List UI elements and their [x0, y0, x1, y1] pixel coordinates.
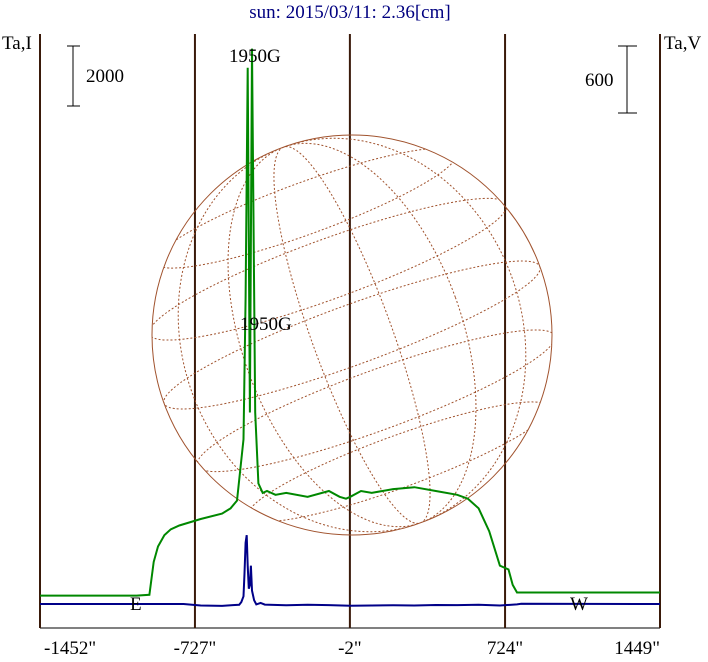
x-tick-label: -1452"	[44, 638, 96, 659]
x-tick-label: -2"	[338, 638, 362, 659]
series-layer	[40, 48, 661, 607]
scale-bar-left: 2000	[67, 45, 124, 107]
series-line-i	[40, 48, 660, 597]
annotation-1950g-mid: 1950G	[240, 314, 292, 335]
limb-label-west: W	[570, 594, 588, 615]
vertical-grid-lines	[39, 34, 661, 628]
series-line-v	[40, 534, 661, 607]
x-tick-label: 1449"	[614, 638, 660, 659]
limb-label-east: E	[130, 594, 142, 615]
annotation-1950g-top: 1950G	[229, 46, 281, 67]
x-tick-labels: -1452" -727" -2" 724" 1449"	[44, 638, 660, 659]
disk-parallel	[163, 260, 541, 410]
disk-parallel	[247, 401, 550, 523]
scale-bar-right: 600	[585, 45, 637, 114]
x-tick-label: 724"	[487, 638, 523, 659]
disk-meridian	[177, 137, 527, 533]
x-tick-label: -727"	[174, 638, 217, 659]
scale-bar-right-label: 600	[585, 70, 614, 91]
disk-meridian	[227, 142, 477, 528]
right-axis-label: Ta,V	[664, 33, 701, 54]
scale-bar-left-label: 2000	[86, 66, 124, 87]
solar-disk-limb	[151, 134, 553, 536]
left-axis-label: Ta,I	[2, 33, 32, 54]
solar-disk-grid	[148, 134, 556, 536]
disk-meridian	[273, 146, 431, 524]
chart-title: sun: 2015/03/11: 2.36[cm]	[249, 2, 450, 23]
